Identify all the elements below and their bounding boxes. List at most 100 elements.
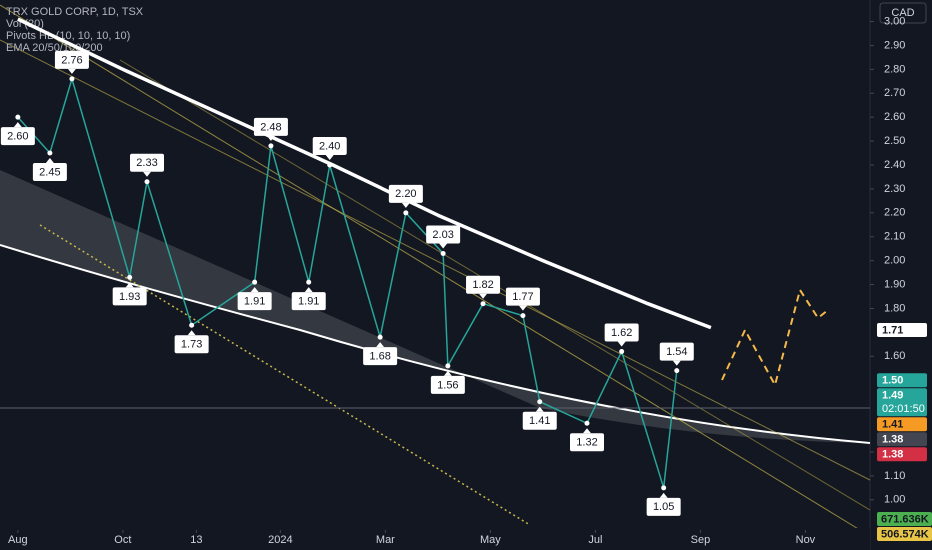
pivot-label-pointer (376, 342, 385, 348)
currency-label[interactable]: CAD (891, 7, 914, 19)
pivot-point (674, 368, 680, 374)
pivot-label-box (32, 163, 67, 182)
pivot-label: 2.45 (39, 166, 60, 178)
pivot-label-box (646, 497, 681, 516)
pivot-label: 1.68 (369, 351, 390, 363)
price-axis-bg (870, 0, 932, 550)
symbol-title: TRX GOLD CORP, 1D, TSX (6, 6, 144, 18)
y-tick-label: 1.60 (884, 350, 905, 362)
pivot-label: 1.91 (244, 296, 265, 308)
pivot-label: 1.73 (181, 339, 202, 351)
pivot-label-pointer (13, 122, 22, 128)
pivot-point (445, 363, 451, 369)
price-badge (877, 432, 927, 447)
dotted-trend-line (39, 224, 531, 526)
pivot-label-box (570, 433, 605, 452)
y-tick-label: 1.80 (884, 302, 905, 314)
y-tick-label: 3.00 (884, 15, 905, 27)
pivot-point (584, 420, 590, 426)
pivot-label-pointer (325, 155, 334, 160)
pivot-label: 2.76 (61, 54, 82, 66)
pivot-label-box (237, 292, 272, 311)
pivot-point (403, 210, 409, 216)
price-badge-label: 1.71 (882, 324, 903, 336)
pivot-label: 1.62 (611, 327, 632, 339)
pivot-point (440, 250, 446, 256)
pivot-label-box (112, 287, 147, 306)
x-tick-label: Mar (376, 534, 395, 546)
pivot-label: 2.03 (432, 229, 453, 241)
pivot-point (377, 334, 383, 340)
price-badge-label: 1.38 (882, 449, 903, 461)
pivot-label: 2.60 (7, 131, 28, 143)
pivot-label-pointer (617, 341, 626, 347)
y-tick-label: 2.60 (884, 111, 905, 123)
pivot-label: 1.91 (298, 296, 319, 308)
pivot-label-box (130, 153, 165, 172)
price-badge-label: 1.41 (882, 419, 903, 431)
pivot-label-pointer (672, 360, 681, 366)
pivot-label: 1.05 (653, 501, 674, 513)
pivot-label: 1.54 (666, 346, 687, 358)
y-tick-label: 1.90 (884, 278, 905, 290)
pivot-label-pointer (443, 370, 452, 376)
pivot-label-box (430, 375, 465, 394)
y-tick-label: 2.90 (884, 39, 905, 51)
pivot-label-pointer (535, 406, 544, 412)
pivot-label-box (0, 127, 35, 146)
pivot-label-pointer (401, 202, 410, 208)
indicator-label: EMA 20/50/100/200 (6, 42, 103, 54)
band-lower-line (0, 244, 871, 444)
pivot-label-pointer (304, 287, 313, 293)
pivot-label: 1.32 (576, 437, 597, 449)
pivot-label-pointer (250, 287, 259, 293)
pivot-label-pointer (266, 135, 275, 141)
price-badge (877, 447, 927, 462)
price-badge-label: 1.49 (882, 390, 903, 402)
pivot-label: 1.93 (119, 291, 140, 303)
pivot-label-box (604, 323, 639, 342)
pivot-label-pointer (583, 428, 592, 434)
y-tick-label: 2.70 (884, 87, 905, 99)
pivot-label-pointer (125, 282, 134, 288)
pivot-label-pointer (45, 158, 54, 164)
pivot-label-pointer (439, 243, 448, 249)
pivot-label-box (659, 342, 694, 361)
pivot-label-box (426, 225, 461, 244)
pivot-label-box (466, 275, 501, 294)
pivot-point (127, 274, 133, 280)
pivot-point (252, 279, 258, 285)
pivot-label: 1.56 (437, 379, 458, 391)
pivot-label-box (253, 117, 288, 136)
pivot-label: 2.40 (319, 140, 340, 152)
pivot-label: 1.77 (512, 291, 533, 303)
pivot-point (69, 76, 75, 82)
pivot-point (15, 114, 21, 120)
y-tick-label: 2.80 (884, 63, 905, 75)
price-badge (877, 388, 927, 417)
pivot-label: 2.33 (136, 157, 157, 169)
volume-badge-label: 671.636K (881, 513, 929, 525)
currency-button[interactable] (879, 2, 927, 24)
x-tick-label: Jul (588, 534, 602, 546)
pivot-label-pointer (659, 492, 668, 498)
pivot-label-pointer (518, 305, 527, 311)
y-tick-label: 2.50 (884, 135, 905, 147)
y-tick-label: 1.00 (884, 494, 905, 506)
price-badge-label: 1.38 (882, 434, 903, 446)
pivot-point (327, 162, 333, 168)
indicator-label: Pivots HL (10, 10, 10, 10) (6, 30, 130, 42)
pivot-label-box (54, 50, 89, 69)
y-tick-label: 1.10 (884, 470, 905, 482)
y-tick-label: 2.40 (884, 159, 905, 171)
pivot-point (306, 279, 312, 285)
pivot-label-box (388, 184, 423, 203)
pivot-label-box (505, 287, 540, 306)
pivot-label: 2.48 (260, 121, 281, 133)
pivot-label-box (522, 411, 557, 430)
y-tick-label: 2.00 (884, 255, 905, 267)
x-tick-label: May (480, 534, 501, 546)
price-badge-label: 1.50 (882, 375, 903, 387)
pivot-point (189, 322, 195, 328)
